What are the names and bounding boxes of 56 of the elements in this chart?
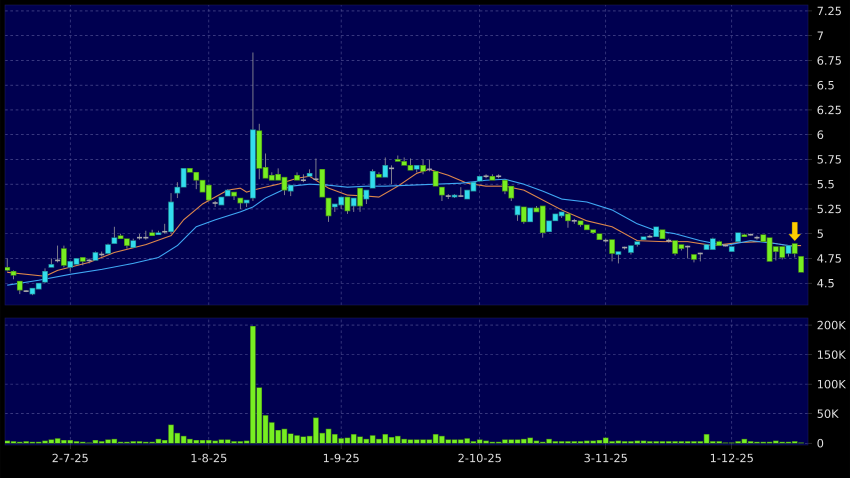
x-tick-label: 2-10-25: [458, 454, 501, 462]
candlestick: [432, 170, 438, 187]
candlestick: [326, 198, 332, 222]
candlestick: [61, 245, 67, 268]
y-tick-label: 5: [818, 229, 823, 238]
candlestick: [609, 239, 615, 262]
candlestick: [344, 196, 350, 214]
y-tick-label: 6.25: [818, 106, 841, 114]
candlestick: [312, 158, 320, 180]
candlestick: [42, 268, 48, 284]
x-tick-label: 1-8-25: [192, 454, 226, 462]
y-tick-label: 6.5: [818, 80, 834, 90]
candlestick: [786, 245, 792, 257]
candlestick: [388, 164, 395, 185]
x-tick-label: 1-12-25: [710, 454, 753, 462]
y-tick-label: 6.75: [818, 56, 841, 65]
candlestick: [439, 186, 445, 202]
y-tick-label: 150K: [818, 350, 846, 359]
y-tick-label: 5.75: [818, 155, 841, 164]
y-tick-label: 6: [818, 130, 824, 139]
candlestick: [16, 280, 23, 294]
candlestick: [105, 243, 111, 254]
candlestick: [426, 159, 433, 172]
y-tick-label: 7: [818, 32, 823, 40]
candlestick: [111, 226, 118, 244]
x-tick-label: 1-9-25: [324, 454, 359, 462]
candlestick: [565, 214, 571, 228]
candlestick: [357, 188, 363, 212]
candlestick: [54, 245, 61, 263]
candlestick: [161, 223, 168, 234]
y-tick-label: 4.75: [817, 254, 841, 263]
candlestick: [420, 159, 426, 175]
candlestick: [792, 243, 798, 258]
candlestick: [350, 198, 357, 212]
candlestick: [616, 251, 622, 264]
y-tick-label: 0: [817, 438, 824, 448]
candlestick: [382, 157, 388, 178]
y-tick-label: 200K: [818, 320, 846, 330]
candlestick: [288, 184, 294, 196]
y-tick-label: 5.25: [818, 204, 841, 214]
candlestick: [370, 168, 376, 189]
x-tick-label: 3-11-25: [584, 454, 627, 462]
candlestick: [514, 206, 520, 222]
y-tick-label: 7.25: [818, 6, 841, 16]
y-tick-label: 50K: [818, 409, 839, 418]
candlestick: [684, 245, 691, 259]
y-tick-label: 4.5: [817, 278, 834, 288]
candlestick: [363, 190, 370, 204]
y-tick-label: 5.5: [818, 180, 834, 188]
y-tick-label: 100K: [818, 380, 846, 388]
candlestick: [798, 256, 804, 273]
x-tick-label: 2-7-25: [52, 454, 88, 462]
candlestick: [520, 206, 527, 224]
candlestick: [653, 226, 660, 238]
candlestick: [237, 198, 244, 210]
candlestick: [527, 208, 534, 222]
